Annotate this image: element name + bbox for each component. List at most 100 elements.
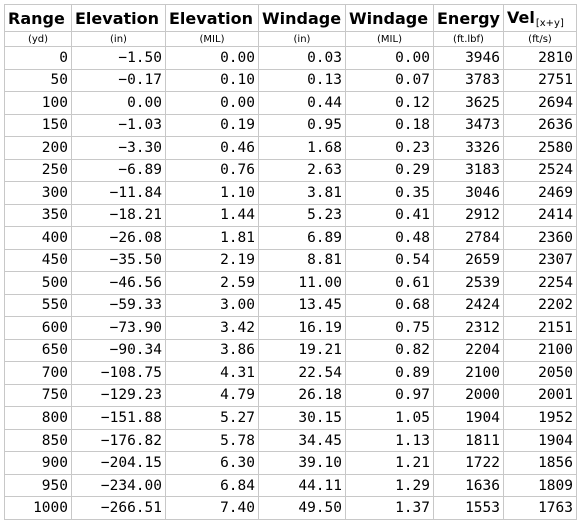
table-row: 350 −18.21 1.44 5.23 0.41 2912 2414	[4, 203, 577, 228]
cell-windage-in: 13.45	[258, 293, 346, 318]
unit-row: (yd) (in) (MIL) (in) (MIL) (ft.lbf) (ft/…	[4, 31, 577, 47]
cell-windage-in: 3.81	[258, 181, 346, 205]
cell-windage-mil: 0.54	[345, 248, 434, 273]
cell-velocity: 2050	[503, 361, 577, 385]
cell-velocity: 2469	[503, 181, 577, 205]
cell-windage-mil: 0.18	[345, 113, 434, 138]
cell-energy: 1722	[433, 451, 504, 475]
cell-windage-in: 11.00	[258, 271, 346, 295]
table-row: 250 −6.89 0.76 2.63 0.29 3183 2524	[4, 158, 577, 183]
table-row: 850 −176.82 5.78 34.45 1.13 1811 1904	[4, 428, 577, 453]
cell-windage-mil: 0.12	[345, 91, 434, 115]
cell-elevation-in: 0.00	[71, 91, 166, 115]
cell-elevation-in: −35.50	[71, 248, 166, 273]
cell-range: 800	[4, 406, 72, 430]
cell-elevation-in: −204.15	[71, 451, 166, 475]
unit-elevation-mil: (MIL)	[165, 31, 259, 47]
cell-windage-in: 16.19	[258, 316, 346, 340]
cell-elevation-in: −90.34	[71, 338, 166, 363]
cell-windage-mil: 1.29	[345, 473, 434, 498]
cell-energy: 3625	[433, 91, 504, 115]
column-header-range: Range	[4, 4, 72, 32]
cell-windage-in: 6.89	[258, 226, 346, 250]
cell-elevation-mil: 5.27	[165, 406, 259, 430]
cell-windage-in: 0.13	[258, 68, 346, 93]
cell-windage-mil: 0.89	[345, 361, 434, 385]
cell-elevation-in: −151.88	[71, 406, 166, 430]
cell-energy: 2912	[433, 203, 504, 228]
cell-energy: 1636	[433, 473, 504, 498]
cell-elevation-in: −234.00	[71, 473, 166, 498]
cell-windage-in: 34.45	[258, 428, 346, 453]
table-row: 550 −59.33 3.00 13.45 0.68 2424 2202	[4, 293, 577, 318]
cell-elevation-in: −18.21	[71, 203, 166, 228]
table-row: 800 −151.88 5.27 30.15 1.05 1904 1952	[4, 406, 577, 430]
cell-elevation-in: −108.75	[71, 361, 166, 385]
cell-elevation-in: −176.82	[71, 428, 166, 453]
cell-windage-mil: 1.21	[345, 451, 434, 475]
cell-windage-in: 19.21	[258, 338, 346, 363]
cell-energy: 1904	[433, 406, 504, 430]
cell-windage-in: 49.50	[258, 496, 346, 520]
cell-energy: 3046	[433, 181, 504, 205]
cell-range: 500	[4, 271, 72, 295]
cell-elevation-mil: 0.00	[165, 91, 259, 115]
cell-elevation-in: −1.50	[71, 46, 166, 70]
cell-windage-mil: 0.68	[345, 293, 434, 318]
cell-velocity: 2694	[503, 91, 577, 115]
cell-windage-mil: 0.48	[345, 226, 434, 250]
column-header-windage-in: Windage	[258, 4, 346, 32]
table-row: 300 −11.84 1.10 3.81 0.35 3046 2469	[4, 181, 577, 205]
cell-elevation-mil: 4.79	[165, 383, 259, 408]
velocity-subscript: [x+y]	[535, 17, 564, 29]
cell-elevation-in: −6.89	[71, 158, 166, 183]
cell-velocity: 1952	[503, 406, 577, 430]
cell-energy: 3473	[433, 113, 504, 138]
cell-elevation-mil: 0.46	[165, 136, 259, 160]
column-header-elevation-in: Elevation	[71, 4, 166, 32]
cell-elevation-in: −26.08	[71, 226, 166, 250]
cell-elevation-mil: 6.84	[165, 473, 259, 498]
cell-velocity: 2636	[503, 113, 577, 138]
cell-range: 0	[4, 46, 72, 70]
cell-range: 100	[4, 91, 72, 115]
unit-windage-in: (in)	[258, 31, 346, 47]
header-row: Range Elevation Elevation Windage Windag…	[4, 4, 577, 32]
cell-energy: 2539	[433, 271, 504, 295]
cell-range: 450	[4, 248, 72, 273]
cell-windage-mil: 1.37	[345, 496, 434, 520]
cell-elevation-mil: 2.59	[165, 271, 259, 295]
unit-windage-mil: (MIL)	[345, 31, 434, 47]
cell-elevation-mil: 0.76	[165, 158, 259, 183]
cell-velocity: 2580	[503, 136, 577, 160]
cell-windage-mil: 1.05	[345, 406, 434, 430]
cell-windage-mil: 0.35	[345, 181, 434, 205]
cell-range: 1000	[4, 496, 72, 520]
table-row: 900 −204.15 6.30 39.10 1.21 1722 1856	[4, 451, 577, 475]
table-row: 700 −108.75 4.31 22.54 0.89 2100 2050	[4, 361, 577, 385]
cell-windage-mil: 0.29	[345, 158, 434, 183]
cell-energy: 3946	[433, 46, 504, 70]
cell-range: 50	[4, 68, 72, 93]
cell-energy: 2100	[433, 361, 504, 385]
cell-windage-in: 44.11	[258, 473, 346, 498]
cell-elevation-mil: 4.31	[165, 361, 259, 385]
cell-windage-mil: 0.97	[345, 383, 434, 408]
cell-energy: 2312	[433, 316, 504, 340]
table-row: 150 −1.03 0.19 0.95 0.18 3473 2636	[4, 113, 577, 138]
table-row: 650 −90.34 3.86 19.21 0.82 2204 2100	[4, 338, 577, 363]
cell-elevation-mil: 5.78	[165, 428, 259, 453]
cell-elevation-mil: 0.00	[165, 46, 259, 70]
cell-velocity: 2100	[503, 338, 577, 363]
table-row: 50 −0.17 0.10 0.13 0.07 3783 2751	[4, 68, 577, 93]
ballistics-table: Range Elevation Elevation Windage Windag…	[4, 4, 577, 520]
cell-energy: 1553	[433, 496, 504, 520]
cell-energy: 3326	[433, 136, 504, 160]
column-header-energy: Energy	[433, 4, 504, 32]
cell-range: 400	[4, 226, 72, 250]
cell-elevation-mil: 3.00	[165, 293, 259, 318]
cell-elevation-in: −59.33	[71, 293, 166, 318]
column-header-elevation-mil: Elevation	[165, 4, 259, 32]
cell-windage-mil: 0.61	[345, 271, 434, 295]
unit-velocity: (ft/s)	[503, 31, 577, 47]
